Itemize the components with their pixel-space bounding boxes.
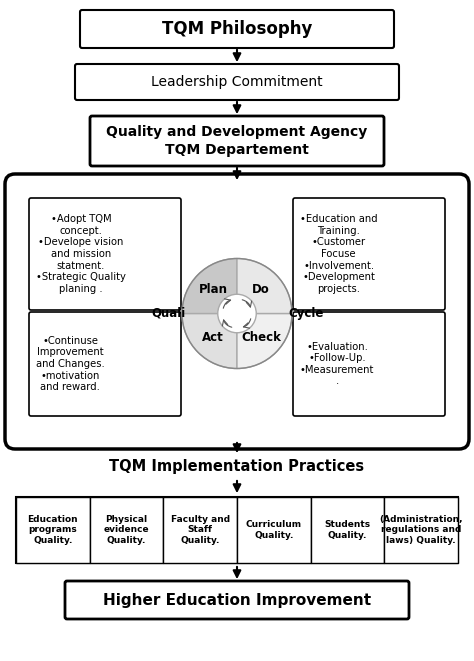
FancyBboxPatch shape (293, 198, 445, 310)
Text: Do: Do (252, 283, 270, 296)
Text: Quality and Development Agency
TQM Departement: Quality and Development Agency TQM Depar… (106, 126, 368, 157)
Wedge shape (182, 258, 237, 313)
Text: Physical
evidence
Quality.: Physical evidence Quality. (104, 515, 149, 545)
Text: Students
Quality.: Students Quality. (324, 520, 371, 539)
Circle shape (218, 294, 256, 332)
FancyBboxPatch shape (90, 116, 384, 166)
FancyBboxPatch shape (5, 174, 469, 449)
Text: Act: Act (202, 331, 224, 344)
Text: TQM Philosophy: TQM Philosophy (162, 20, 312, 38)
FancyBboxPatch shape (75, 64, 399, 100)
FancyBboxPatch shape (29, 312, 181, 416)
Text: •Evaluation.
•Follow-Up.
•Measurement
.: •Evaluation. •Follow-Up. •Measurement . (300, 342, 374, 387)
FancyBboxPatch shape (29, 198, 181, 310)
Wedge shape (237, 313, 292, 368)
Bar (310, 497, 384, 563)
Text: Education
programs
Quality.: Education programs Quality. (27, 515, 78, 545)
Text: TQM Implementation Practices: TQM Implementation Practices (109, 459, 365, 474)
Wedge shape (237, 258, 292, 313)
Bar (16, 497, 90, 563)
Text: Curriculum
Quality.: Curriculum Quality. (246, 520, 302, 539)
FancyBboxPatch shape (293, 312, 445, 416)
Text: Higher Education Improvement: Higher Education Improvement (103, 592, 371, 607)
Text: Leadership Commitment: Leadership Commitment (151, 75, 323, 89)
Wedge shape (182, 313, 237, 368)
Text: •Adopt TQM
concept.
•Develope vision
and mission
statment.
•Strategic Quality
pl: •Adopt TQM concept. •Develope vision and… (36, 214, 126, 293)
Bar (164, 497, 237, 563)
Bar (16, 497, 458, 563)
Text: Faculty and
Staff
Quality.: Faculty and Staff Quality. (171, 515, 230, 545)
Text: Plan: Plan (199, 283, 228, 296)
Text: •Education and
Training.
•Customer
Focuse
•Involvement.
•Development
projects.: •Education and Training. •Customer Focus… (300, 214, 378, 293)
FancyBboxPatch shape (65, 581, 409, 619)
FancyBboxPatch shape (80, 10, 394, 48)
Bar (237, 497, 310, 563)
Text: Quali: Quali (152, 307, 186, 320)
Bar (384, 497, 458, 563)
Text: (Administration,
regulations and
laws) Quality.: (Administration, regulations and laws) Q… (379, 515, 463, 545)
Text: Check: Check (241, 331, 281, 344)
Bar (90, 497, 164, 563)
Text: •Continuse
Improvement
and Changes.
•motivation
and reward.: •Continuse Improvement and Changes. •mot… (36, 336, 105, 392)
Text: Cycle: Cycle (288, 307, 323, 320)
